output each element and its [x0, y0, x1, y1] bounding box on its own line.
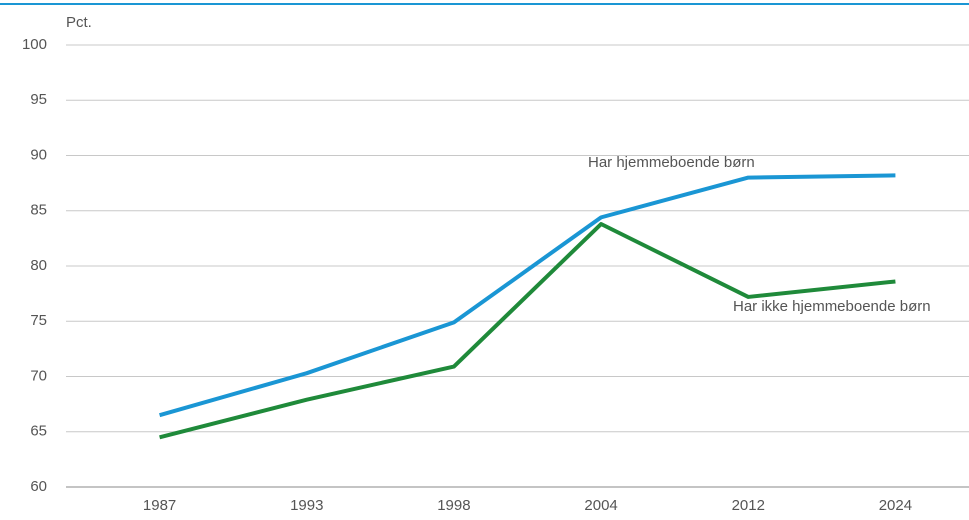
series-label: Har ikke hjemmeboende børn [733, 298, 931, 315]
y-tick-label: 85 [30, 202, 47, 219]
y-tick-label: 95 [30, 91, 47, 108]
y-axis-label: Pct. [66, 14, 92, 31]
series-label: Har hjemmeboende børn [588, 154, 755, 171]
series-line [159, 173, 896, 418]
x-tick-label: 1998 [437, 497, 470, 514]
y-tick-label: 80 [30, 257, 47, 274]
x-tick-label: 2004 [584, 497, 617, 514]
y-tick-label: 90 [30, 146, 47, 163]
x-tick-label: 1993 [290, 497, 323, 514]
series-line [159, 222, 896, 440]
x-tick-label: 2012 [732, 497, 765, 514]
y-tick-label: 75 [30, 312, 47, 329]
x-tick-label: 1987 [143, 497, 176, 514]
x-tick-label: 2024 [879, 497, 912, 514]
y-tick-label: 70 [30, 367, 47, 384]
y-tick-label: 100 [22, 36, 47, 53]
y-tick-label: 60 [30, 478, 47, 495]
y-tick-label: 65 [30, 423, 47, 440]
